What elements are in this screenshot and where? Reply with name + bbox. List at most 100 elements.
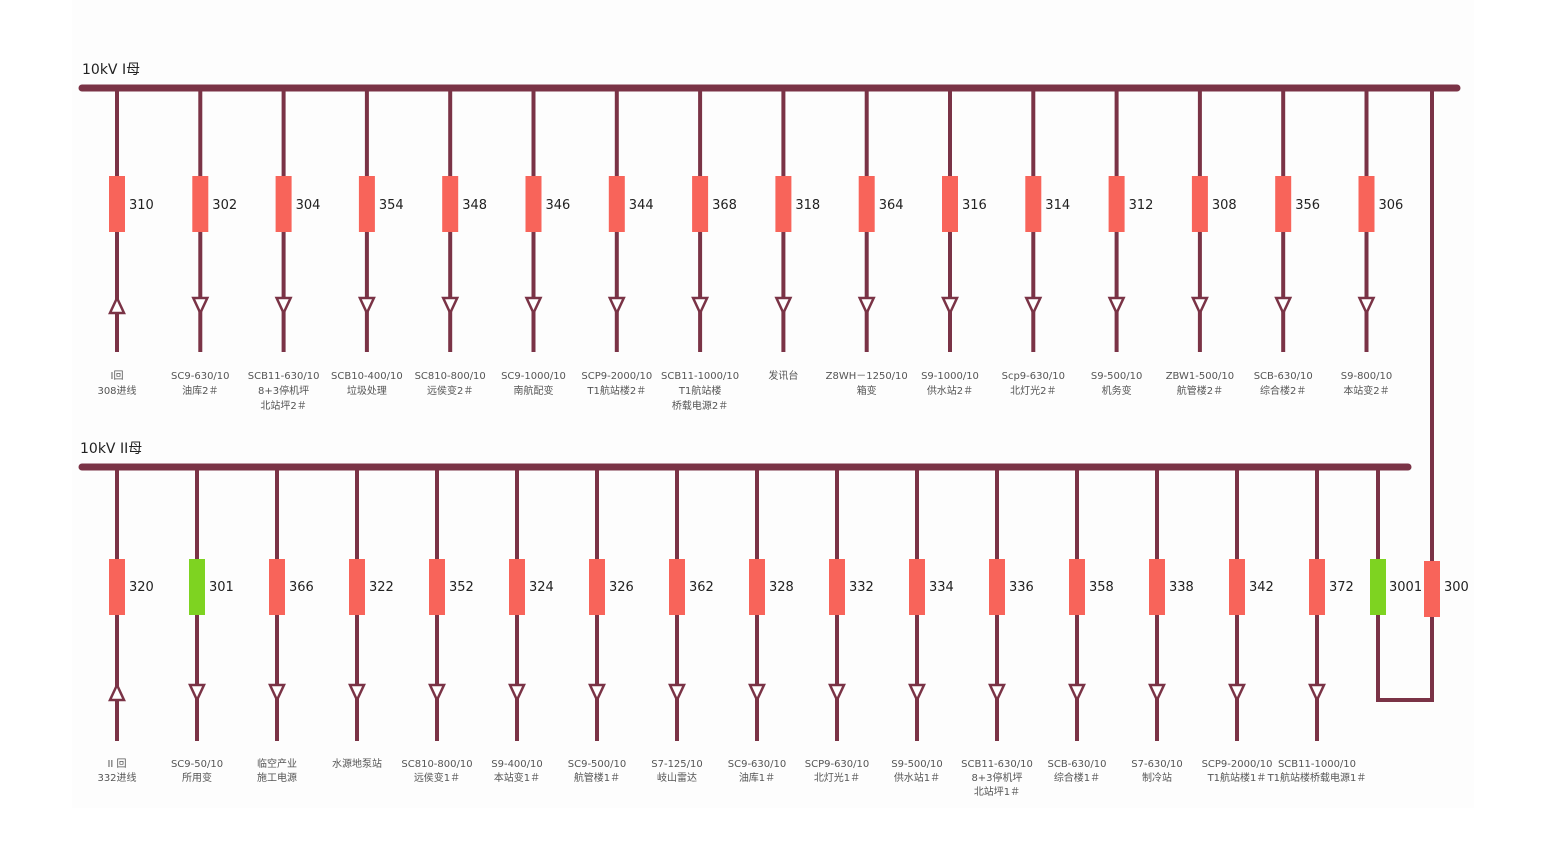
breaker-348[interactable] [442,176,459,232]
feeder-318[interactable]: 318 发讯台 [768,88,820,382]
feeder-label: SCP9-2000/10 [1202,759,1273,770]
outgoing-arrow-icon [524,296,543,316]
outgoing-arrow-icon [1274,296,1293,316]
breaker-301[interactable] [189,559,205,615]
breaker-316[interactable] [942,176,958,232]
feeder-label: 南航配变 [514,384,554,397]
feeder-label: T1航站楼 [678,384,721,397]
outgoing-arrow-icon [188,683,206,703]
breaker-314[interactable] [1025,176,1042,232]
breaker-318[interactable] [775,176,792,232]
breaker-322[interactable] [349,559,365,615]
breaker-number: 328 [769,580,794,595]
breaker-368[interactable] [692,176,709,232]
outgoing-arrow-icon [441,296,460,316]
breaker-372[interactable] [1309,559,1325,615]
feeder-310[interactable]: 310 I回 308进线 [97,88,154,397]
breaker-302[interactable] [192,176,209,232]
outgoing-arrow-icon [988,683,1006,703]
feeder-314[interactable]: 314 Scp9-630/10 北灯光2＃ [1002,88,1071,397]
feeder-306[interactable]: 306 S9-800/10 本站变2＃ [1341,88,1404,397]
feeder-346[interactable]: 346 SC9-1000/10 南航配变 [501,88,570,397]
feeder-label: 供水站2＃ [927,384,973,397]
breaker-300[interactable] [1424,561,1440,617]
feeder-label: S7-630/10 [1131,759,1183,770]
breaker-364[interactable] [858,176,875,232]
feeder-348[interactable]: 348 SC810-800/10 远侯变2＃ [415,88,487,397]
breaker-332[interactable] [829,559,845,615]
feeder-312[interactable]: 312 S9-500/10 机务变 [1091,88,1154,397]
feeder-label: 发讯台 [768,369,798,382]
outgoing-arrow-icon [428,683,446,703]
breaker-number: 312 [1129,198,1154,213]
breaker-336[interactable] [989,559,1005,615]
feeder-354[interactable]: 354 SCB10-400/10 垃圾处理 [331,88,404,397]
breaker-326[interactable] [589,559,605,615]
breaker-338[interactable] [1149,559,1165,615]
feeder-label: SCB-630/10 [1254,371,1313,382]
breaker-344[interactable] [608,176,625,232]
breaker-362[interactable] [669,559,685,615]
breaker-310[interactable] [109,176,125,232]
outgoing-arrow-icon [348,683,366,703]
feeder-364[interactable]: 364 Z8WH－1250/10 箱变 [826,88,908,397]
breaker-3001[interactable] [1370,559,1386,615]
breaker-356[interactable] [1275,176,1292,232]
feeder-label: 308进线 [97,384,136,397]
breaker-320[interactable] [109,559,125,615]
feeder-label: Scp9-630/10 [1002,371,1065,382]
breaker-328[interactable] [749,559,765,615]
breaker-number: 320 [129,580,154,595]
outgoing-arrow-icon [191,296,210,316]
breaker-324[interactable] [509,559,525,615]
feeder-label: S9-500/10 [1091,371,1143,382]
breaker-342[interactable] [1229,559,1245,615]
feeder-308[interactable]: 308 ZBW1-500/10 航管楼2＃ [1166,88,1237,397]
breaker-304[interactable] [275,176,292,232]
breaker-308[interactable] [1191,176,1208,232]
breaker-354[interactable] [358,176,375,232]
feeder-302[interactable]: 302 SC9-630/10 油库2＃ [171,88,237,397]
outgoing-arrow-icon [1148,683,1166,703]
breaker-number: 362 [689,580,714,595]
outgoing-arrow-icon [1308,683,1326,703]
breaker-346[interactable] [525,176,542,232]
feeder-344[interactable]: 344 SCP9-2000/10 T1航站楼2＃ [581,88,654,397]
outgoing-arrow-icon [1357,296,1376,316]
breaker-366[interactable] [269,559,285,615]
outgoing-arrow-icon [357,296,376,316]
bus-1-section: 10kV I母 310 I回 308进线 302 SC9-630/10 油库2＃ 304 SCB… [78,62,1461,412]
feeder-label: ZBW1-500/10 [1166,371,1234,382]
feeder-356[interactable]: 356 SCB-630/10 综合楼2＃ [1254,88,1320,397]
bus2-title: 10kV II母 [80,441,142,457]
breaker-306[interactable] [1358,176,1375,232]
breaker-312[interactable] [1108,176,1125,232]
feeder-322[interactable]: 322 水源地泵站 [332,467,394,770]
breaker-358[interactable] [1069,559,1085,615]
feeder-label: 油库1＃ [739,771,775,784]
outgoing-arrow-icon [691,296,710,316]
breaker-number: 336 [1009,580,1034,595]
breaker-number: 302 [212,198,237,213]
breaker-352[interactable] [429,559,445,615]
feeder-316[interactable]: 316 S9-1000/10 供水站2＃ [921,88,987,397]
breaker-334[interactable] [909,559,925,615]
